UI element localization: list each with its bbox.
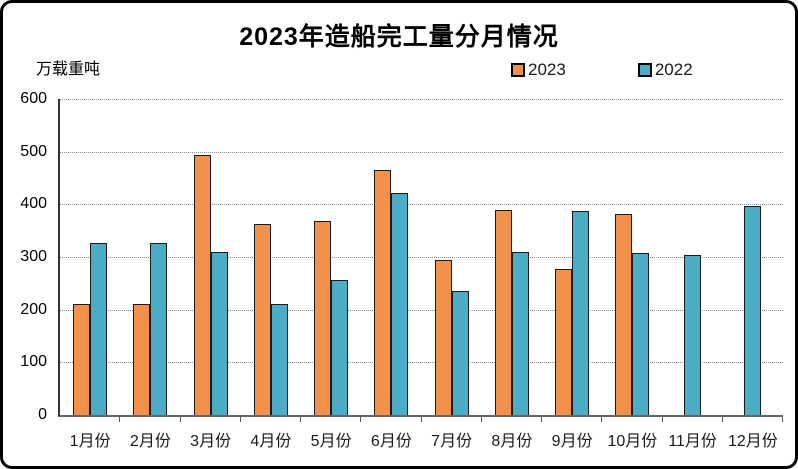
bar-series-container (60, 99, 783, 415)
x-axis-tick (422, 417, 482, 422)
gridline (60, 362, 783, 364)
x-axis-label: 2月份 (129, 433, 171, 450)
bar-2023-6月份 (374, 170, 392, 415)
bar-2023-10月份 (615, 213, 633, 415)
bar-2022-7月份 (451, 291, 469, 415)
y-axis-tick-label: 100 (20, 353, 47, 371)
legend: 2023 2022 (511, 60, 693, 80)
bar-group-11月份 (663, 99, 723, 415)
bar-2022-9月份 (572, 211, 590, 415)
bar-2023-8月份 (494, 210, 512, 415)
x-axis-tick (482, 417, 542, 422)
bar-2023-7月份 (434, 259, 452, 415)
x-axis-label: 10月份 (607, 433, 658, 450)
x-axis-label: 4月份 (250, 433, 292, 450)
x-axis-tick (361, 417, 422, 422)
x-axis-tick (60, 417, 121, 422)
y-axis-tick-label: 0 (38, 406, 47, 423)
bar-2022-11月份 (684, 254, 702, 415)
x-axis-labels: 1月份 2月份 3月份 4月份 5月份 6月份 7月份 8月份 9月份 10月份 11月份 12月份 (60, 427, 783, 451)
x-axis-tick (723, 417, 783, 422)
gridline (60, 257, 783, 258)
legend-swatch-icon (511, 63, 525, 77)
y-axis-tick-label: 600 (20, 90, 47, 107)
x-axis-label: 6月份 (370, 433, 412, 450)
bar-2023-4月份 (253, 223, 271, 415)
chart-title: 2023年造船完工量分月情况 (239, 23, 559, 51)
bar-2022-3月份 (210, 252, 228, 415)
x-axis-label: 1月份 (69, 433, 111, 450)
x-axis-tick (241, 417, 301, 422)
bar-2022-5月份 (331, 279, 349, 415)
bar-2022-4月份 (270, 304, 288, 415)
gridline (60, 99, 783, 100)
x-axis-tick (663, 417, 723, 422)
bar-group-12月份 (723, 99, 783, 415)
bar-group-8月份 (482, 99, 542, 415)
bar-group-6月份 (361, 99, 421, 415)
bar-2022-8月份 (511, 251, 529, 415)
y-axis-tick-label: 200 (20, 300, 47, 318)
bar-group-1月份 (60, 99, 120, 415)
bar-group-4月份 (241, 99, 301, 415)
bar-group-5月份 (301, 99, 361, 415)
x-axis-tick (602, 417, 663, 422)
x-axis-label: 7月份 (431, 433, 473, 450)
legend-item-2022: 2022 (637, 60, 693, 80)
plot-area (58, 99, 783, 417)
gridline (60, 204, 783, 206)
bar-group-3月份 (181, 99, 241, 415)
gridline (60, 151, 783, 153)
legend-item-2023: 2023 (511, 60, 566, 80)
bar-2023-2月份 (133, 303, 151, 415)
bar-2023-1月份 (73, 303, 91, 415)
y-axis-tick-label: 300 (20, 248, 47, 265)
y-axis-tick-label: 500 (20, 142, 47, 160)
y-axis-tick-label: 400 (20, 195, 47, 213)
x-axis-tick (301, 417, 362, 422)
x-axis-label: 3月份 (190, 433, 232, 450)
bar-group-9月份 (542, 99, 602, 415)
x-axis-label: 11月份 (668, 433, 717, 450)
gridline (60, 309, 783, 311)
y-axis-unit-label: 万载重吨 (36, 61, 101, 78)
bar-2023-3月份 (193, 154, 211, 415)
x-axis-tick (542, 417, 603, 422)
x-axis-tick (181, 417, 241, 422)
bar-group-2月份 (120, 99, 180, 415)
x-axis-label: 12月份 (727, 433, 778, 450)
x-axis-label: 5月份 (310, 433, 352, 450)
x-axis-label: 9月份 (551, 433, 593, 450)
bar-group-10月份 (602, 99, 662, 415)
bar-2022-1月份 (90, 243, 108, 415)
bar-2023-9月份 (555, 269, 573, 415)
legend-label: 2022 (654, 60, 693, 79)
bar-group-7月份 (422, 99, 482, 415)
x-axis-ticks (60, 417, 783, 423)
bar-2022-12月份 (744, 206, 762, 415)
bar-2022-6月份 (391, 193, 409, 415)
bar-2022-10月份 (632, 252, 650, 415)
legend-label: 2023 (528, 60, 566, 79)
bar-2023-5月份 (314, 221, 332, 415)
x-axis-tick (120, 417, 181, 422)
legend-swatch-icon (637, 63, 652, 77)
x-axis-label: 8月份 (491, 433, 533, 450)
bar-2022-2月份 (150, 242, 168, 415)
